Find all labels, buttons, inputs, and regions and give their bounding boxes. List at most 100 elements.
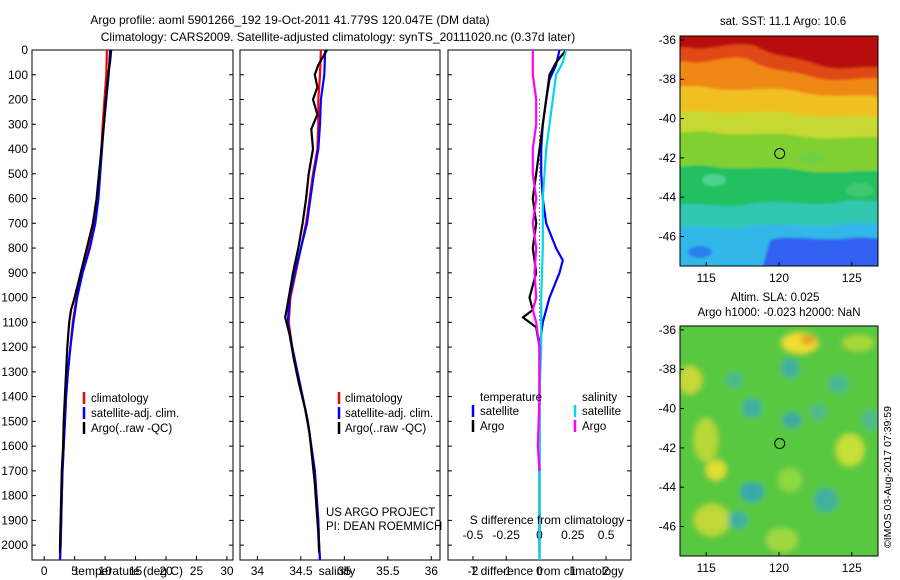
map-y-tick-label: -38	[659, 72, 677, 86]
depth-tick-label: 1300	[1, 365, 28, 379]
legend-argo: Argo(..raw -QC)	[345, 423, 426, 435]
profile-lines	[58, 50, 568, 560]
salinity-panel	[239, 49, 441, 561]
map-y-tick-label: -44	[659, 190, 677, 204]
depth-tick-label: 1100	[2, 315, 28, 329]
series-line-s-argo	[531, 50, 541, 471]
figure-title-line1: Argo profile: aoml 5901266_192 19-Oct-20…	[90, 13, 489, 27]
argo-location-marker	[774, 148, 786, 160]
legend-climatology: climatology	[91, 393, 149, 405]
map-y-tick-label: -46	[659, 520, 677, 534]
s-difference-axis-label: S difference from climatology	[470, 513, 625, 527]
sla-map-title-line2: Argo h1000: -0.023 h2000: NaN	[697, 307, 860, 319]
x-tick-label: 30	[220, 564, 234, 578]
legend-temperature-heading: temperature	[480, 392, 542, 404]
map-y-tick-label: -42	[659, 151, 677, 165]
map-x-tick-label: 125	[842, 561, 862, 575]
depth-tick-label: 1900	[1, 513, 28, 527]
x-tick-label: 35.5	[376, 564, 400, 578]
depth-tick-label: 1800	[1, 489, 28, 503]
depth-tick-label: 1200	[1, 340, 28, 354]
map-y-tick-label: -40	[659, 402, 677, 416]
map-y-tick-label: -44	[659, 480, 677, 494]
x-tick-label: 20	[159, 564, 173, 578]
s-diff-tick-label: 0.25	[561, 528, 585, 542]
sla-map-axes: 115 120 125 -36 -38 -40 -42 -44 -46	[659, 323, 862, 575]
map-x-tick-label: 115	[697, 271, 716, 285]
temperature-panel	[31, 49, 234, 561]
depth-tick-label: 1000	[1, 291, 28, 305]
axes-layer: 0100200300400500600700800900100011001200…	[1, 43, 631, 578]
legend-s-satellite: satellite	[582, 406, 621, 418]
temperature-legend: climatology satellite-adj. clim. Argo(..…	[82, 392, 179, 435]
depth-tick-label: 100	[8, 68, 28, 82]
map-y-tick-label: -42	[659, 441, 677, 455]
legend-t-argo: Argo	[480, 421, 504, 433]
s-diff-tick-label: 0.5	[598, 528, 615, 542]
depth-tick-label: 1500	[1, 414, 28, 428]
x-tick-label: 25	[190, 564, 204, 578]
depth-tick-label: 1600	[1, 439, 28, 453]
legend-climatology: climatology	[345, 393, 403, 405]
figure-title-line2: Climatology: CARS2009. Satellite-adjuste…	[101, 30, 575, 44]
s-diff-tick-label: -0.25	[493, 528, 521, 542]
x-tick-label: 1	[569, 564, 576, 578]
sst-map-title: sat. SST: 11.1 Argo: 10.6	[720, 16, 846, 28]
sst-map	[680, 36, 878, 266]
t-difference-axis-label: T difference from climatology	[470, 564, 624, 578]
x-tick-label: -2	[468, 564, 479, 578]
legend-argo: Argo(..raw -QC)	[91, 423, 172, 435]
map-x-tick-label: 115	[697, 561, 716, 575]
sst-map-axes: 115 120 125 -36 -38 -40 -42 -44 -46	[659, 33, 862, 285]
depth-tick-label: 800	[8, 241, 28, 255]
temperature-axis-label: temperature (deg C)	[75, 564, 183, 578]
x-tick-label: 5	[71, 564, 78, 578]
x-tick-label: 0	[41, 564, 48, 578]
map-x-tick-label: 120	[769, 271, 789, 285]
series-line-argo	[284, 50, 328, 553]
x-tick-label: -1	[501, 564, 512, 578]
sla-map	[680, 326, 878, 556]
map-y-tick-label: -46	[659, 230, 677, 244]
x-tick-label: 34	[251, 564, 265, 578]
depth-tick-label: 1700	[1, 464, 28, 478]
salinity-axis-label: salinity	[319, 564, 356, 578]
sla-map-title-line1: Altim. SLA: 0.025	[731, 292, 820, 304]
difference-legend: temperature satellite Argo salinity sate…	[471, 392, 621, 433]
depth-tick-label: 600	[8, 192, 28, 206]
legend-satellite: satellite-adj. clim.	[345, 408, 433, 420]
depth-tick-label: 500	[8, 167, 28, 181]
map-y-tick-label: -36	[659, 323, 677, 337]
depth-tick-label: 900	[8, 266, 28, 280]
depth-tick-label: 200	[8, 93, 28, 107]
legend-satellite: satellite-adj. clim.	[91, 408, 179, 420]
depth-tick-label: 1400	[1, 390, 28, 404]
s-diff-tick-label: -0.5	[463, 528, 484, 542]
x-tick-label: 15	[129, 564, 143, 578]
depth-tick-label: 2000	[1, 538, 28, 552]
x-tick-label: 0	[536, 564, 543, 578]
salinity-legend: climatology satellite-adj. clim. Argo(..…	[337, 392, 433, 435]
x-tick-label: 10	[98, 564, 112, 578]
legend-s-argo: Argo	[582, 421, 606, 433]
x-tick-label: 34.5	[289, 564, 313, 578]
map-y-tick-label: -40	[659, 112, 677, 126]
map-y-tick-label: -36	[659, 33, 677, 47]
argo-location-marker	[774, 438, 786, 450]
series-line-argo	[58, 50, 113, 553]
x-tick-label: 36	[425, 564, 439, 578]
depth-tick-label: 700	[8, 216, 28, 230]
copyright-footer: ©IMOS 03-Aug-2017 07:39:59	[882, 406, 894, 548]
pi-annotation: PI: DEAN ROEMMICH	[326, 521, 442, 533]
map-y-tick-label: -38	[659, 362, 677, 376]
depth-tick-label: 400	[8, 142, 28, 156]
legend-t-satellite: satellite	[480, 406, 519, 418]
x-tick-label: 35	[338, 564, 352, 578]
map-x-tick-label: 120	[769, 561, 789, 575]
map-x-tick-label: 125	[842, 271, 862, 285]
depth-tick-label: 0	[21, 43, 28, 57]
legend-salinity-heading: salinity	[582, 392, 617, 404]
project-annotation: US ARGO PROJECT	[326, 507, 435, 519]
depth-tick-label: 300	[8, 117, 28, 131]
